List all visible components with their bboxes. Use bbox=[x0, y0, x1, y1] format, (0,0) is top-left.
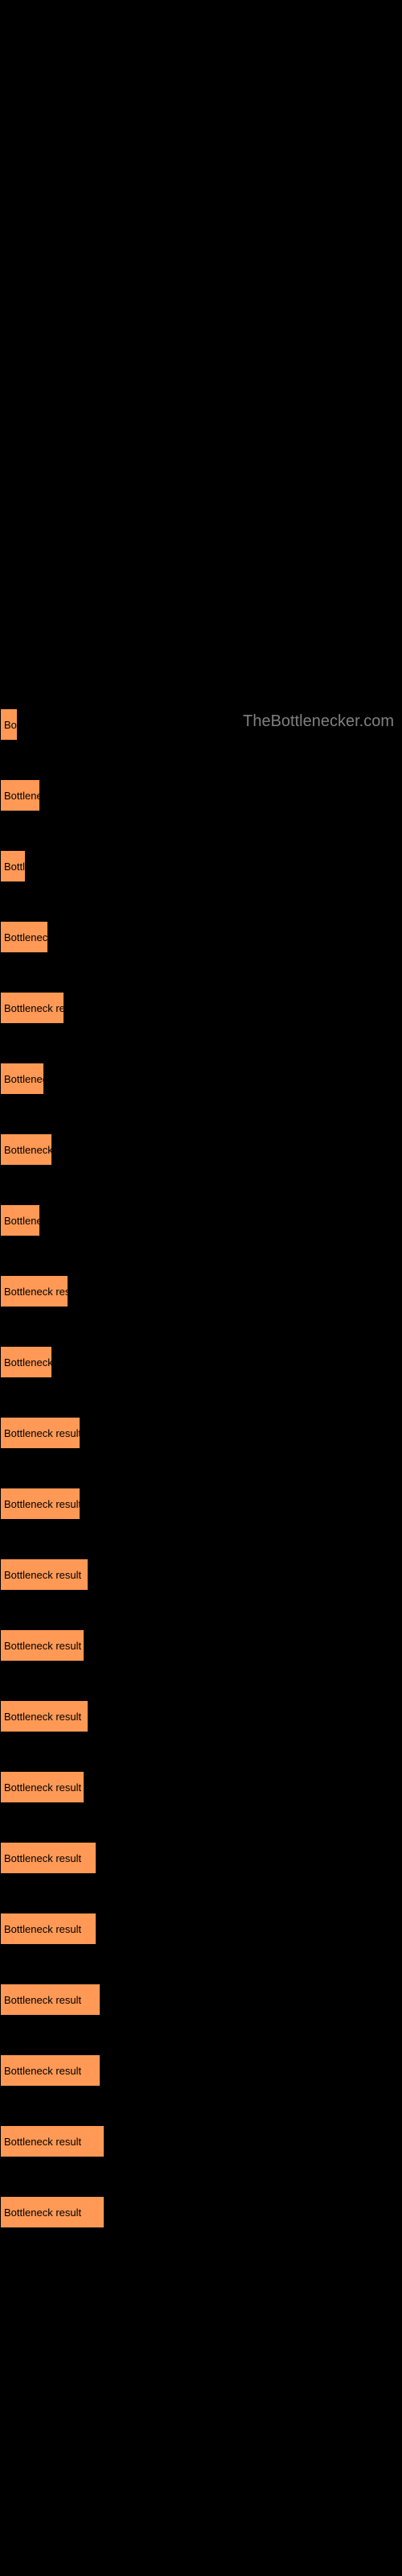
bar-row: Bottlene bbox=[0, 779, 402, 811]
bar: Bottlenec bbox=[0, 1063, 44, 1095]
bar: Bottleneck res bbox=[0, 1275, 68, 1307]
bar-label: Bottleneck result bbox=[4, 1640, 81, 1652]
bar: Bottleneck result bbox=[0, 2125, 105, 2157]
bar: Bottl bbox=[0, 850, 26, 882]
bar: Bo bbox=[0, 708, 18, 741]
bar: Bottleneck result bbox=[0, 2054, 100, 2087]
bar-row: Bottleneck result bbox=[0, 1842, 402, 1874]
bar: Bottlene bbox=[0, 779, 40, 811]
bar: Bottleneck result bbox=[0, 1417, 80, 1449]
bar-row: Bottleneck result bbox=[0, 1488, 402, 1520]
bar: Bottleneck result bbox=[0, 2196, 105, 2228]
bar-row: Bottleneck result bbox=[0, 1700, 402, 1732]
bar-label: Bottlenec bbox=[4, 1073, 43, 1085]
bar-label: Bottleneck res bbox=[4, 1286, 68, 1298]
bar-row: Bottleneck result bbox=[0, 1771, 402, 1803]
bar: Bottleneck result bbox=[0, 1842, 96, 1874]
bar: Bottleneck result bbox=[0, 1913, 96, 1945]
bar-label: Bottleneck bbox=[4, 1144, 51, 1156]
bar-chart: Bo Bottlene Bottl Bottleneck Bottleneck re Bo… bbox=[0, 708, 402, 2228]
bar: Bottleneck result bbox=[0, 1984, 100, 2016]
bar-label: Bottleneck re bbox=[4, 1002, 64, 1014]
bar: Bottleneck result bbox=[0, 1558, 88, 1591]
bar-label: Bottleneck result bbox=[4, 1498, 80, 1510]
bar: Bottleneck result bbox=[0, 1629, 84, 1662]
bar-row: Bottleneck result bbox=[0, 1558, 402, 1591]
bar-label: Bottleneck result bbox=[4, 1711, 81, 1723]
bar-label: Bottleneck result bbox=[4, 1569, 81, 1581]
bar-label: Bo bbox=[4, 719, 17, 731]
bar-row: Bottleneck res bbox=[0, 1275, 402, 1307]
bar-label: Bottleneck result bbox=[4, 1923, 81, 1935]
bar-label: Bottleneck result bbox=[4, 1852, 81, 1864]
bar: Bottlene bbox=[0, 1204, 40, 1236]
bar-row: Bottleneck result bbox=[0, 2125, 402, 2157]
watermark-text: TheBottlenecker.com bbox=[243, 712, 394, 731]
bar-row: Bottleneck bbox=[0, 1133, 402, 1166]
bar: Bottleneck result bbox=[0, 1771, 84, 1803]
bar: Bottleneck bbox=[0, 1133, 52, 1166]
bar-label: Bottleneck bbox=[4, 1356, 51, 1368]
bar-row: Bottleneck bbox=[0, 1346, 402, 1378]
bar-row: Bottleneck bbox=[0, 921, 402, 953]
bar: Bottleneck bbox=[0, 1346, 52, 1378]
bar-label: Bottleneck bbox=[4, 931, 47, 943]
bar-label: Bottlene bbox=[4, 790, 39, 802]
bar-row: Bottleneck result bbox=[0, 1913, 402, 1945]
bar-row: Bottleneck result bbox=[0, 1417, 402, 1449]
bar-label: Bottlene bbox=[4, 1215, 39, 1227]
bar: Bottleneck re bbox=[0, 992, 64, 1024]
bar-row: Bottl bbox=[0, 850, 402, 882]
bar-label: Bottleneck result bbox=[4, 2207, 81, 2219]
bar-row: Bottleneck re bbox=[0, 992, 402, 1024]
bar-row: Bottleneck result bbox=[0, 2196, 402, 2228]
bar-row: Bottlene bbox=[0, 1204, 402, 1236]
bar-label: Bottleneck result bbox=[4, 1781, 81, 1794]
bar-label: Bottleneck result bbox=[4, 2065, 81, 2077]
bar-row: Bottleneck result bbox=[0, 1629, 402, 1662]
bar: Bottleneck result bbox=[0, 1700, 88, 1732]
bar-row: Bottleneck result bbox=[0, 1984, 402, 2016]
bar-label: Bottl bbox=[4, 861, 25, 873]
bar: Bottleneck result bbox=[0, 1488, 80, 1520]
bar-label: Bottleneck result bbox=[4, 1427, 80, 1439]
bar-row: Bottlenec bbox=[0, 1063, 402, 1095]
bar-row: Bottleneck result bbox=[0, 2054, 402, 2087]
bar-label: Bottleneck result bbox=[4, 1994, 81, 2006]
bar-label: Bottleneck result bbox=[4, 2136, 81, 2148]
bar: Bottleneck bbox=[0, 921, 48, 953]
